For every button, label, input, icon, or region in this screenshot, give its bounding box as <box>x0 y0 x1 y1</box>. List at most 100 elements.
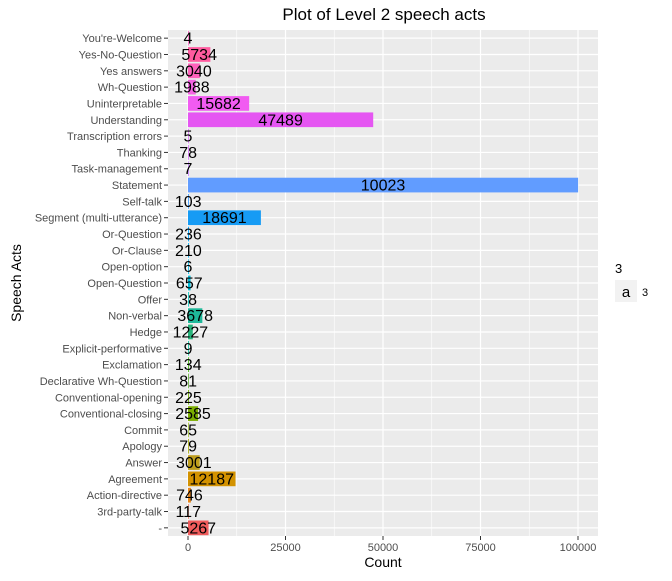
bar <box>188 340 189 356</box>
legend-entry-label: 3 <box>642 287 648 299</box>
bar <box>188 112 374 128</box>
bar <box>188 471 236 487</box>
bar <box>188 504 189 519</box>
value-label: 117 <box>175 504 201 521</box>
bar <box>188 259 189 275</box>
y-tick-label: Wh-Question <box>98 82 162 94</box>
legend-key-glyph: a <box>622 284 631 301</box>
bar <box>188 243 189 258</box>
x-axis-title: Count <box>364 554 401 570</box>
bar <box>188 520 209 536</box>
bar <box>188 161 189 177</box>
bar <box>188 455 200 470</box>
x-tick-label: 100000 <box>560 542 597 554</box>
legend-key <box>615 280 637 302</box>
value-label: 236 <box>175 227 202 244</box>
bar <box>188 96 250 111</box>
y-tick-label: Non-verbal <box>108 311 162 323</box>
bar <box>188 487 191 503</box>
legend-title: 3 <box>615 261 622 276</box>
bar <box>188 47 211 62</box>
value-label: 134 <box>175 357 202 374</box>
bar <box>188 275 191 291</box>
y-tick-label: Or-Question <box>102 229 162 241</box>
y-tick-label: Answer <box>125 458 162 470</box>
value-label: 5734 <box>181 47 217 64</box>
bars <box>188 30 579 536</box>
y-tick-label: Yes-No-Question <box>79 49 162 61</box>
value-label: 15682 <box>196 96 241 113</box>
bar <box>188 226 189 242</box>
value-label: 657 <box>176 276 203 293</box>
bar <box>188 79 196 95</box>
value-label: 2585 <box>175 406 211 423</box>
value-label: 225 <box>175 390 202 407</box>
bar <box>188 30 189 46</box>
y-tick-label: Exclamation <box>102 360 162 372</box>
value-label: 1227 <box>173 324 209 341</box>
y-tick-label: Conventional-opening <box>55 392 162 404</box>
y-tick-label: - <box>158 523 162 535</box>
value-label: 5267 <box>180 520 216 537</box>
y-tick-label: Action-directive <box>87 490 162 502</box>
value-label: 4 <box>184 31 193 48</box>
value-label: 3001 <box>176 455 212 472</box>
y-tick-label: Segment (multi-utterance) <box>35 213 162 225</box>
y-tick-label: Yes answers <box>100 66 162 78</box>
value-label: 6 <box>184 259 193 276</box>
y-tick-label: Understanding <box>90 115 162 127</box>
bar <box>188 324 193 340</box>
y-tick-label: Open-Question <box>87 278 162 290</box>
y-tick-label: You're-Welcome <box>82 33 162 45</box>
value-label: 81 <box>179 373 197 390</box>
y-tick-label: Offer <box>138 294 163 306</box>
y-tick-label: Thanking <box>117 147 162 159</box>
x-axis: 0 25000 50000 75000 100000 <box>185 536 596 554</box>
bar <box>188 357 189 372</box>
y-tick-label: Agreement <box>108 474 162 486</box>
y-tick-label: Commit <box>124 425 162 437</box>
y-tick-label: Uninterpretable <box>87 98 162 110</box>
value-label: 65 <box>179 422 197 439</box>
y-tick-label: Explicit-performative <box>62 343 162 355</box>
value-label: 3678 <box>177 308 213 325</box>
x-tick-label: 50000 <box>368 542 399 554</box>
value-label: 103 <box>175 194 202 211</box>
value-label: 7 <box>184 161 193 178</box>
y-tick-label: Open-option <box>101 262 162 274</box>
chart-title: Plot of Level 2 speech acts <box>282 5 485 24</box>
bar <box>188 145 189 160</box>
value-label: 18691 <box>202 210 247 227</box>
value-label: 210 <box>175 243 202 260</box>
y-tick-label: Self-talk <box>122 196 162 208</box>
bar <box>188 422 189 438</box>
y-tick-label: Declarative Wh-Question <box>40 376 162 388</box>
y-tick-label: Or-Clause <box>112 245 162 257</box>
bar <box>188 373 189 389</box>
bar <box>188 406 199 421</box>
y-tick-label: Apology <box>122 441 162 453</box>
bar <box>188 63 200 79</box>
value-label: 3040 <box>176 63 212 80</box>
value-label: 746 <box>176 488 203 505</box>
grid-major <box>168 30 598 536</box>
value-label: 9 <box>184 341 193 358</box>
bar <box>188 389 189 405</box>
y-tick-label: Statement <box>112 180 162 192</box>
x-tick-label: 0 <box>185 542 191 554</box>
y-tick-label: 3rd-party-talk <box>97 507 162 519</box>
value-label: 78 <box>179 145 197 162</box>
bar <box>188 210 261 226</box>
y-tick-label: Conventional-closing <box>60 409 162 421</box>
value-label: 12187 <box>190 471 235 488</box>
y-tick-label: Hedge <box>130 327 162 339</box>
value-label: 1988 <box>174 80 210 97</box>
legend: 3 a 3 <box>615 261 648 302</box>
y-tick-label: Task-management <box>72 164 163 176</box>
value-label: 38 <box>179 292 197 309</box>
y-axis: You're-Welcome Yes-No-Question Yes answers… <box>35 33 168 535</box>
y-tick-label: Transcription errors <box>67 131 162 143</box>
